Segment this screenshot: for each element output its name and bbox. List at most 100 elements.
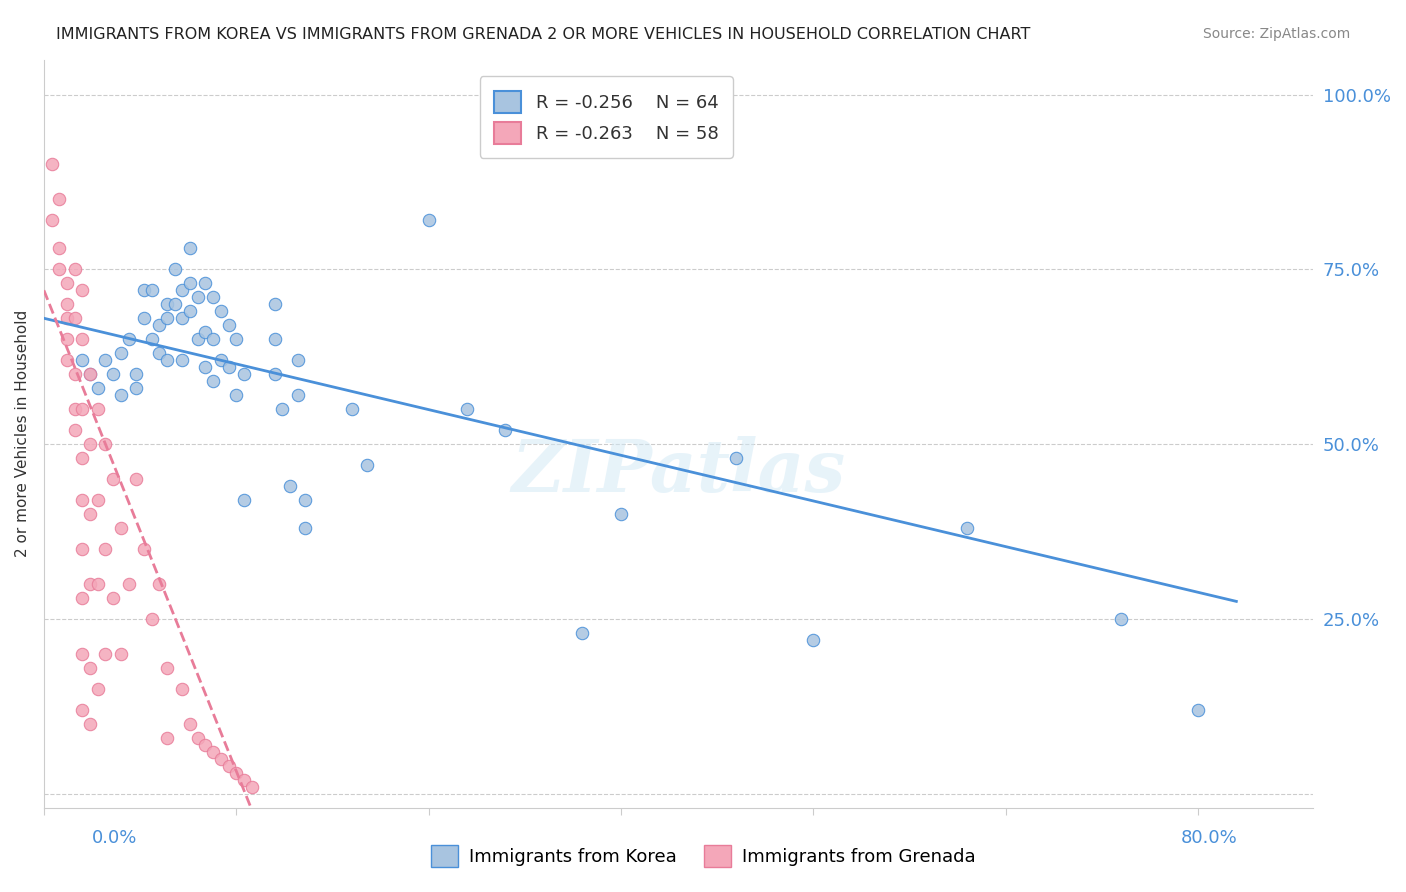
Point — [41, 213, 63, 227]
Point — [172, 311, 194, 326]
Point — [63, 423, 86, 437]
Point — [72, 541, 94, 556]
Point — [287, 353, 309, 368]
Point — [340, 402, 363, 417]
Point — [63, 402, 86, 417]
Point — [110, 521, 132, 535]
Point — [48, 262, 70, 277]
Point — [94, 647, 117, 661]
Point — [87, 402, 110, 417]
Text: 80.0%: 80.0% — [1181, 829, 1237, 847]
Point — [79, 716, 101, 731]
Point — [110, 388, 132, 402]
Point — [725, 451, 748, 466]
Point — [141, 332, 163, 346]
Text: 0.0%: 0.0% — [91, 829, 136, 847]
Point — [156, 311, 179, 326]
Point — [209, 752, 232, 766]
Point — [294, 493, 316, 508]
Point — [456, 402, 478, 417]
Point — [63, 262, 86, 277]
Point — [163, 297, 186, 311]
Point — [63, 367, 86, 381]
Point — [125, 381, 148, 395]
Point — [72, 647, 94, 661]
Point — [232, 367, 254, 381]
Text: Source: ZipAtlas.com: Source: ZipAtlas.com — [1202, 27, 1350, 41]
Point — [294, 521, 316, 535]
Point — [610, 507, 633, 521]
Point — [194, 277, 217, 291]
Point — [148, 577, 170, 591]
Point — [194, 325, 217, 339]
Point — [72, 493, 94, 508]
Point — [194, 360, 217, 375]
Point — [495, 423, 517, 437]
Point — [72, 353, 94, 368]
Point — [187, 731, 209, 745]
Point — [56, 311, 79, 326]
Point — [48, 241, 70, 255]
Point — [179, 304, 201, 318]
Point — [209, 304, 232, 318]
Point — [172, 283, 194, 297]
Point — [187, 290, 209, 304]
Point — [72, 591, 94, 605]
Point — [56, 297, 79, 311]
Point — [141, 283, 163, 297]
Point — [87, 577, 110, 591]
Point — [117, 577, 139, 591]
Point — [1109, 612, 1132, 626]
Point — [202, 374, 225, 388]
Text: ZIPatlas: ZIPatlas — [512, 435, 845, 507]
Point — [101, 367, 124, 381]
Point — [263, 297, 285, 311]
Point — [101, 472, 124, 486]
Legend: R = -0.256    N = 64, R = -0.263    N = 58: R = -0.256 N = 64, R = -0.263 N = 58 — [479, 76, 733, 158]
Y-axis label: 2 or more Vehicles in Household: 2 or more Vehicles in Household — [15, 310, 30, 558]
Point — [79, 367, 101, 381]
Point — [72, 402, 94, 417]
Point — [418, 213, 440, 227]
Legend: Immigrants from Korea, Immigrants from Grenada: Immigrants from Korea, Immigrants from G… — [423, 838, 983, 874]
Text: IMMIGRANTS FROM KOREA VS IMMIGRANTS FROM GRENADA 2 OR MORE VEHICLES IN HOUSEHOLD: IMMIGRANTS FROM KOREA VS IMMIGRANTS FROM… — [56, 27, 1031, 42]
Point — [72, 332, 94, 346]
Point — [172, 681, 194, 696]
Point — [110, 346, 132, 360]
Point — [79, 577, 101, 591]
Point — [141, 612, 163, 626]
Point — [156, 297, 179, 311]
Point — [225, 765, 247, 780]
Point — [41, 157, 63, 171]
Point — [94, 437, 117, 451]
Point — [132, 541, 155, 556]
Point — [287, 388, 309, 402]
Point — [218, 318, 240, 333]
Point — [156, 731, 179, 745]
Point — [132, 311, 155, 326]
Point — [117, 332, 139, 346]
Point — [1187, 703, 1209, 717]
Point — [194, 738, 217, 752]
Point — [156, 661, 179, 675]
Point — [148, 346, 170, 360]
Point — [218, 758, 240, 772]
Point — [172, 353, 194, 368]
Point — [179, 716, 201, 731]
Point — [87, 493, 110, 508]
Point — [956, 521, 979, 535]
Point — [163, 262, 186, 277]
Point — [94, 541, 117, 556]
Point — [94, 353, 117, 368]
Point — [271, 402, 294, 417]
Point — [56, 353, 79, 368]
Point — [48, 193, 70, 207]
Point — [225, 332, 247, 346]
Point — [240, 780, 263, 794]
Point — [79, 367, 101, 381]
Point — [132, 283, 155, 297]
Point — [125, 367, 148, 381]
Point — [63, 311, 86, 326]
Point — [79, 507, 101, 521]
Point — [87, 681, 110, 696]
